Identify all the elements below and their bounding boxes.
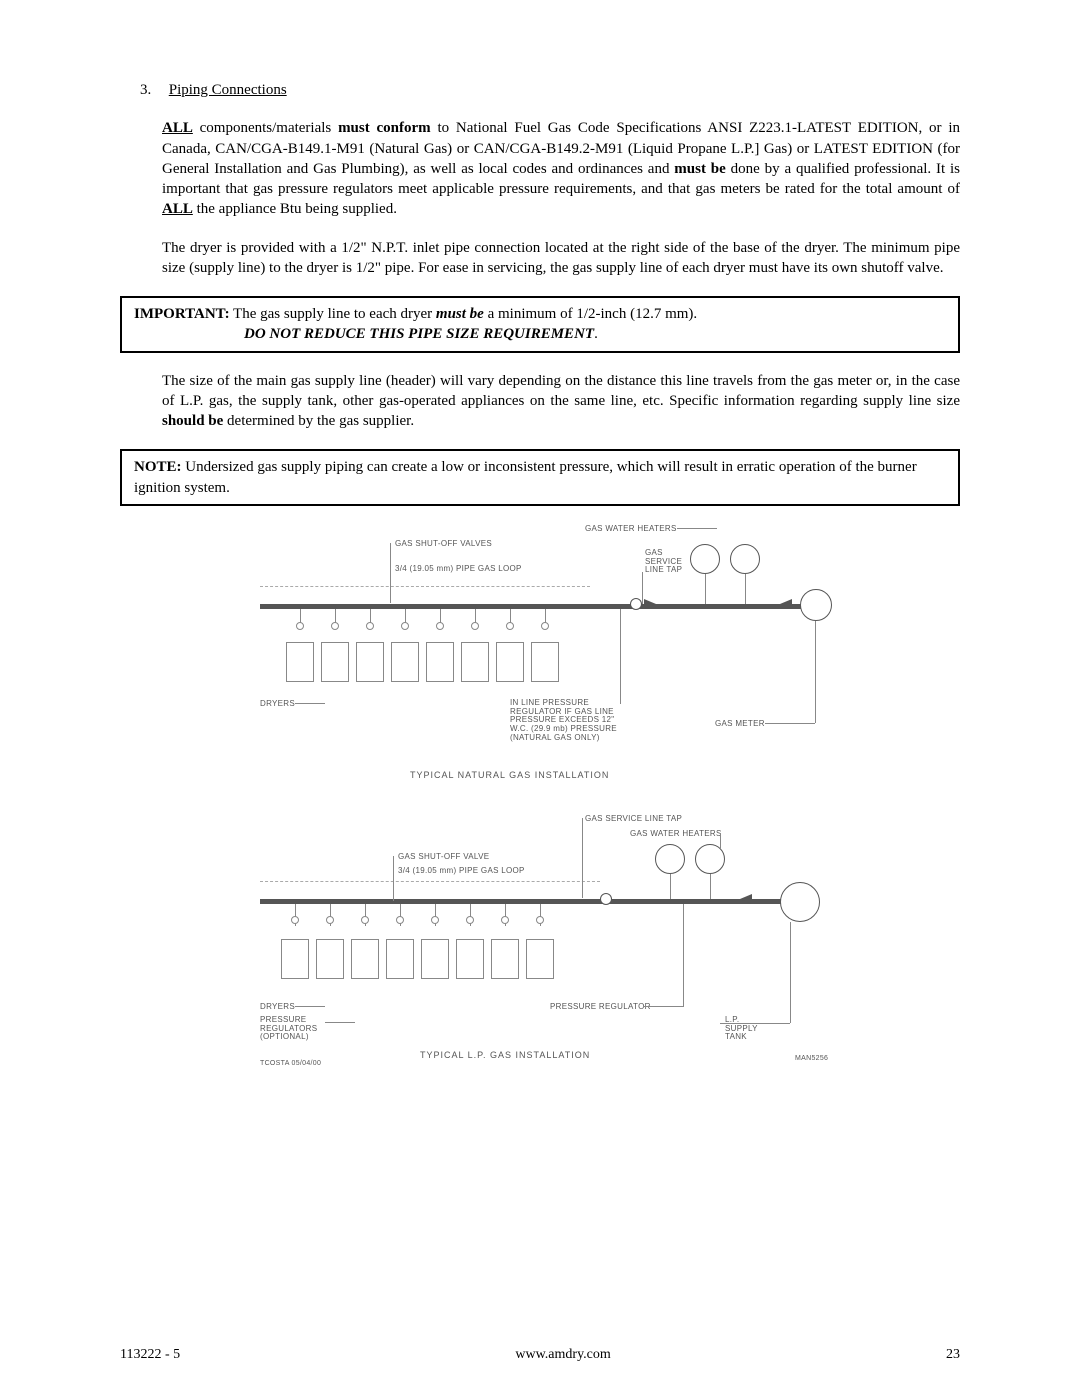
- paragraph-header-size: The size of the main gas supply line (he…: [162, 371, 960, 432]
- footer-url: www.amdry.com: [515, 1346, 610, 1365]
- note-box: NOTE: Undersized gas supply piping can c…: [120, 449, 960, 506]
- diagram-natural-gas: GAS SHUT-OFF VALVES 3/4 (19.05 mm) PIPE …: [240, 524, 840, 1094]
- important-box: IMPORTANT: The gas supply line to each d…: [120, 296, 960, 353]
- footer-doc-id: 113222 - 5: [120, 1346, 180, 1365]
- diagram-lp-gas: GAS SERVICE LINE TAP GAS WATER HEATERS G…: [240, 804, 840, 1094]
- paragraph-inlet: The dryer is provided with a 1/2" N.P.T.…: [162, 238, 960, 279]
- section-title: Piping Connections: [169, 82, 287, 98]
- page-footer: 113222 - 5 www.amdry.com 23: [120, 1346, 960, 1365]
- section-number: 3.: [140, 80, 165, 100]
- paragraph-conformance: ALL components/materials must conform to…: [162, 118, 960, 219]
- section-heading: 3. Piping Connections: [120, 80, 960, 100]
- footer-page-no: 23: [946, 1346, 960, 1365]
